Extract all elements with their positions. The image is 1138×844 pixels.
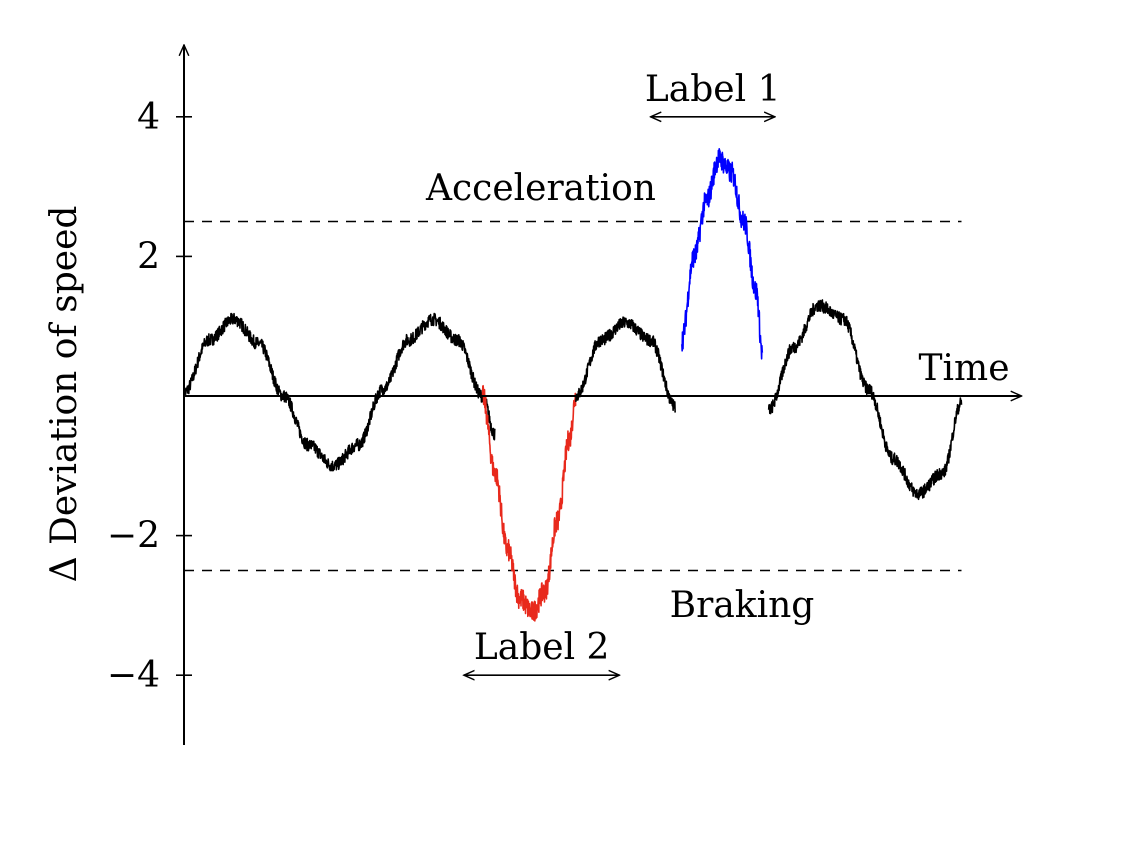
series-layer (183, 148, 963, 622)
y-ticks: 4 2 −2 −4 (107, 97, 192, 696)
bracket-label-2: Label 2 (474, 627, 610, 668)
series-line-acceleration (680, 148, 764, 360)
y-tick-label: 2 (137, 236, 160, 277)
series-line-normal-1 (183, 312, 496, 472)
bracket-annotations (464, 117, 775, 675)
y-axis-label: Δ Deviation of speed (44, 206, 85, 583)
braking-label: Braking (670, 585, 815, 626)
y-tick-label: −2 (107, 516, 160, 557)
series-line-normal-3 (767, 299, 963, 501)
y-tick-label: 4 (137, 97, 160, 138)
acceleration-label: Acceleration (425, 168, 656, 209)
series-line-braking (481, 384, 577, 622)
y-tick-label: −4 (107, 655, 160, 696)
threshold-lines (184, 220, 962, 572)
series-line-normal-2 (575, 316, 677, 413)
x-axis-label: Time (919, 348, 1010, 389)
bracket-label-1: Label 1 (645, 69, 781, 110)
axes-layer (184, 45, 1022, 745)
